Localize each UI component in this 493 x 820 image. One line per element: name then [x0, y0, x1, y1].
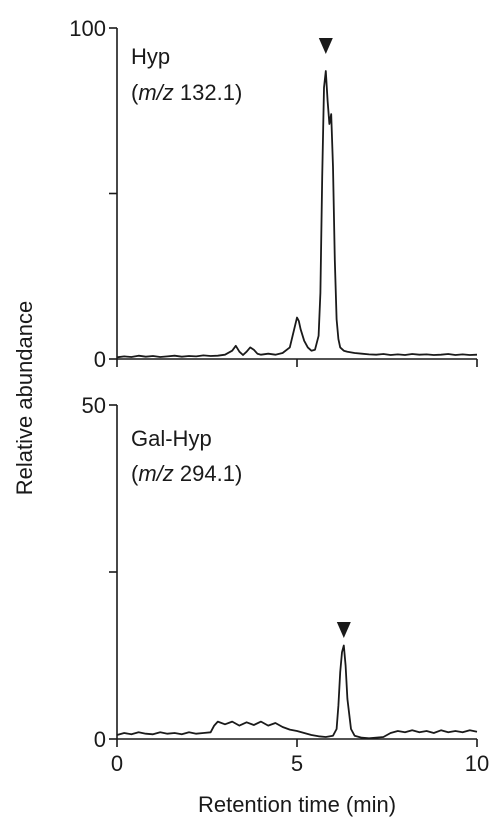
- mz-prefix: (: [131, 461, 139, 486]
- mz-label: (m/z 132.1): [131, 80, 242, 105]
- gal-hyp-chromatogram-panel: 0 50 0 5 10 Gal-Hyp (m/z 294.1): [82, 393, 490, 776]
- y-tick-label: 100: [69, 16, 106, 41]
- mz-prefix: (: [131, 80, 139, 105]
- x-tick-label: 5: [291, 751, 303, 776]
- compound-name-label: Gal-Hyp: [131, 426, 212, 451]
- mz-italic: m/z: [138, 80, 173, 105]
- x-tick-label: 0: [111, 751, 123, 776]
- peak-marker-icon: [318, 38, 333, 54]
- mz-value: 132.1): [174, 80, 243, 105]
- peak-marker-icon: [336, 622, 351, 638]
- y-tick-label: 0: [94, 347, 106, 372]
- mz-label: (m/z 294.1): [131, 461, 242, 486]
- mz-italic: m/z: [138, 461, 173, 486]
- chromatogram-trace: [116, 644, 478, 740]
- mz-value: 294.1): [174, 461, 243, 486]
- chromatogram-trace: [116, 70, 478, 359]
- hyp-chromatogram-panel: 0 100 Hyp (m/z 132.1): [69, 16, 478, 372]
- y-tick-label: 0: [94, 727, 106, 752]
- compound-name-label: Hyp: [131, 44, 170, 69]
- y-tick-label: 50: [82, 393, 106, 418]
- x-axis-title: Retention time (min): [198, 792, 396, 817]
- x-tick-label: 10: [465, 751, 489, 776]
- y-axis-title: Relative abundance: [12, 301, 37, 495]
